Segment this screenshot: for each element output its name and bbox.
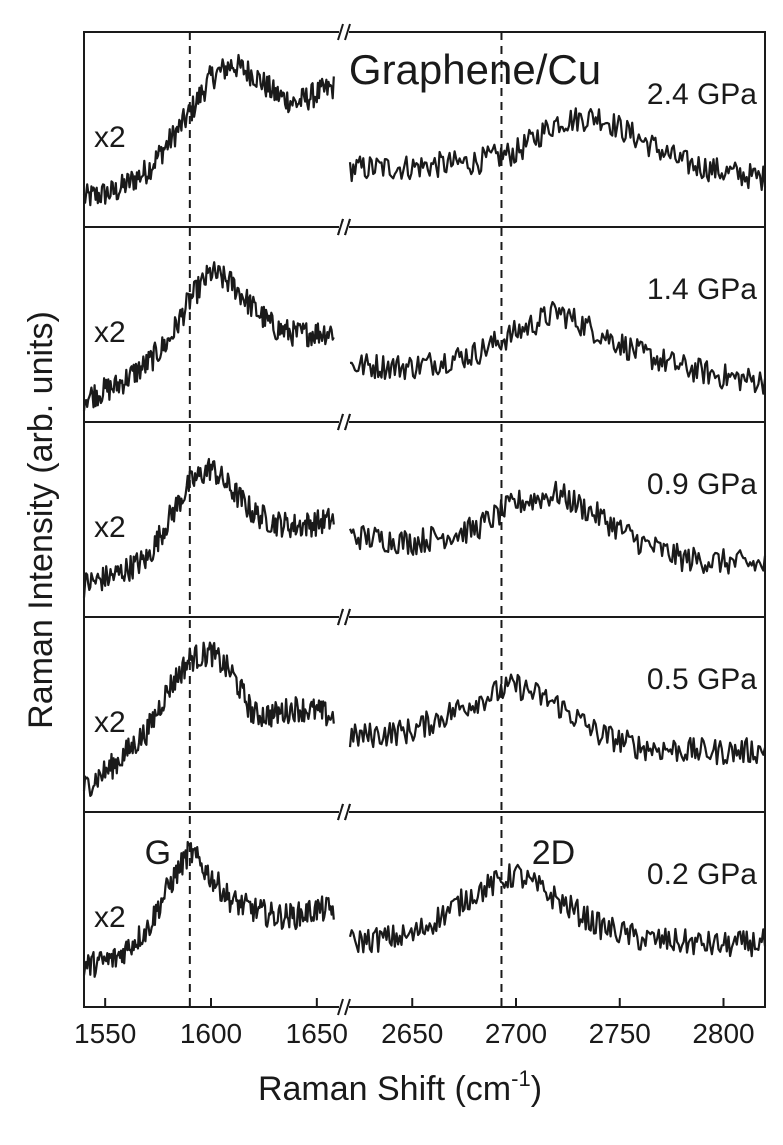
- x-tick-label: 1650: [286, 1018, 348, 1049]
- spectrum-trace-2d-band: [348, 863, 767, 958]
- axis-break-mark: [337, 218, 344, 236]
- axis-break-mark: [344, 23, 351, 41]
- multiplier-label: x2: [94, 901, 126, 934]
- x-tick-label: 2700: [485, 1018, 547, 1049]
- panel-0-2-gpa: 0.2 GPa x2: [82, 803, 767, 1016]
- x-tick-label: 1600: [180, 1018, 242, 1049]
- multiplier-label: x2: [94, 511, 126, 544]
- panel-0-9-gpa: 0.9 GPa x2: [82, 413, 767, 626]
- axis-break-mark: [337, 803, 344, 821]
- x-tick-label: 2650: [381, 1018, 443, 1049]
- axis-break-mark: [337, 608, 344, 626]
- axis-break-mark: [344, 413, 351, 431]
- x-axis: 1550 1600 1650 2650 2700 2750 2800: [74, 998, 755, 1049]
- panel-frame: [83, 421, 766, 618]
- y-axis-label: Raman Intensity (arb. units): [22, 311, 60, 729]
- x-axis-label: Raman Shift (cm-1): [258, 1066, 542, 1108]
- panel-frame: [83, 616, 766, 813]
- spectrum-trace-g-band: [82, 641, 335, 797]
- axis-break-mark: [344, 608, 351, 626]
- axis-break-mark: [344, 218, 351, 236]
- x-axis-label-end: ): [531, 1070, 542, 1108]
- spectrum-trace-g-band: [82, 261, 335, 411]
- pressure-label: 0.2 GPa: [647, 858, 757, 891]
- chart-title: Graphene/Cu: [349, 46, 601, 93]
- panel-1-4-gpa: 1.4 GPa x2: [82, 218, 767, 431]
- panel-frame: [83, 226, 766, 423]
- peak-label-g: G: [145, 834, 171, 872]
- axis-break-mark: [344, 998, 351, 1016]
- pressure-label: 0.9 GPa: [647, 468, 757, 501]
- spectrum-trace-2d-band: [348, 107, 767, 191]
- multiplier-label: x2: [94, 316, 126, 349]
- multiplier-label: x2: [94, 121, 126, 154]
- spectrum-trace-2d-band: [349, 301, 767, 395]
- pressure-label: 1.4 GPa: [647, 273, 757, 306]
- panel-frame: [83, 811, 766, 1008]
- x-tick-label: 1550: [74, 1018, 136, 1049]
- panel-0-5-gpa: 0.5 GPa x2: [82, 608, 767, 821]
- spectrum-trace-2d-band: [348, 480, 767, 575]
- pressure-label: 2.4 GPa: [647, 78, 757, 111]
- axis-break-mark: [344, 803, 351, 821]
- spectrum-trace-g-band: [82, 53, 335, 207]
- pressure-label: 0.5 GPa: [647, 663, 757, 696]
- peak-label-2d: 2D: [532, 834, 575, 872]
- spectrum-trace-2d-band: [348, 673, 767, 766]
- axis-break-mark: [337, 998, 344, 1016]
- overlay-group: G 2D: [145, 32, 575, 1007]
- x-axis-label-superscript: -1: [511, 1066, 531, 1091]
- x-tick-label: 2750: [589, 1018, 651, 1049]
- x-tick-label: 2800: [692, 1018, 754, 1049]
- multiplier-label: x2: [94, 706, 126, 739]
- axis-break-mark: [337, 23, 344, 41]
- axis-break-mark: [337, 413, 344, 431]
- x-axis-label-main: Raman Shift (cm: [258, 1070, 511, 1108]
- spectrum-trace-g-band: [82, 840, 335, 978]
- spectrum-trace-g-band: [82, 457, 335, 598]
